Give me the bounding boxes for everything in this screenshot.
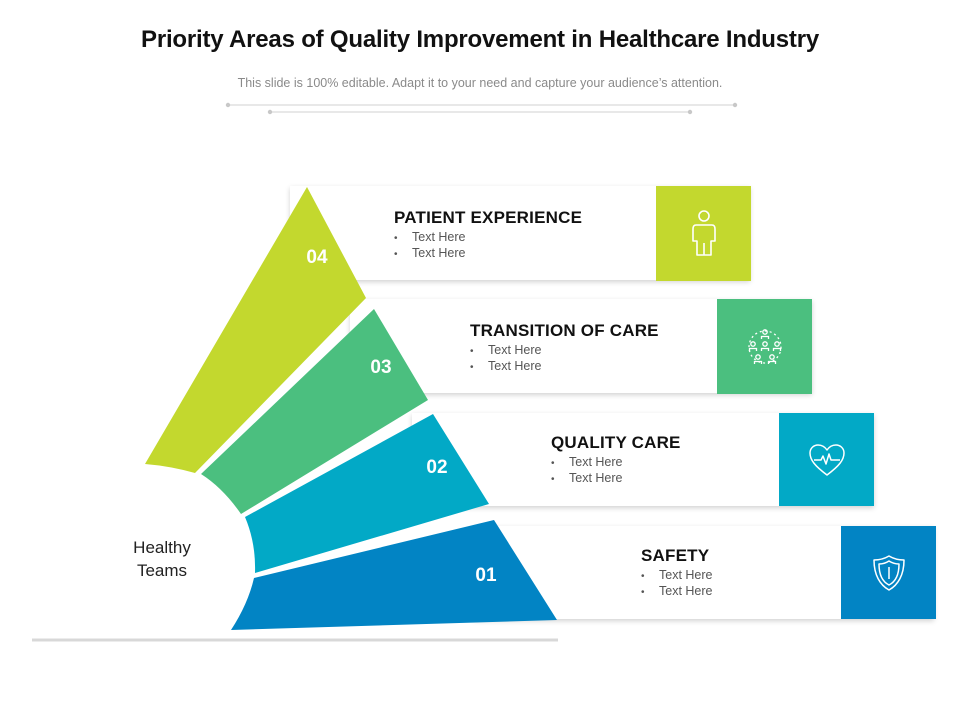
bullet-item: Text Here (470, 342, 542, 358)
center-label-line: Healthy (133, 538, 191, 557)
card-quality-care: QUALITY CARE Text Here Text Here (412, 413, 874, 506)
segment-number-01: 01 (475, 565, 497, 586)
bullet-item: Text Here (470, 358, 542, 374)
page-subtitle: This slide is 100% editable. Adapt it to… (237, 76, 723, 90)
bullet-item: Text Here (551, 454, 623, 470)
bullet-item: Text Here (641, 567, 713, 583)
bullet-item: Text Here (551, 470, 623, 486)
card-bullets: Text Here Text Here (470, 342, 542, 374)
fan-segment-04 (145, 187, 366, 473)
card-bullets: Text Here Text Here (641, 567, 713, 599)
bullet-item: Text Here (394, 229, 466, 245)
card-patient-experience: PATIENT EXPERIENCE Text Here Text Here (290, 186, 751, 281)
fan-segment-03 (201, 309, 428, 514)
decorative-divider (225, 102, 738, 115)
person-icon (691, 209, 716, 256)
icon-box-transition-of-care (717, 299, 812, 394)
segment-number-03: 03 (370, 357, 392, 378)
icon-box-patient-experience (656, 186, 751, 281)
card-bullets: Text Here Text Here (394, 229, 466, 261)
icon-box-quality-care (779, 413, 874, 506)
card-title: TRANSITION OF CARE (470, 321, 659, 340)
card-title: PATIENT EXPERIENCE (394, 208, 583, 227)
card-transition-of-care: TRANSITION OF CARE Text Here Text Here (350, 299, 812, 394)
shield-icon (872, 554, 905, 591)
bullet-item: Text Here (394, 245, 466, 261)
center-label: Healthy Teams (112, 536, 212, 582)
card-title: SAFETY (641, 546, 710, 565)
page-title: Priority Areas of Quality Improvement in… (141, 26, 819, 53)
card-bullets: Text Here Text Here (551, 454, 623, 486)
fan-segment-02 (245, 414, 489, 573)
bullet-item: Text Here (641, 583, 713, 599)
segment-number-04: 04 (306, 247, 328, 268)
heartbeat-icon (808, 443, 845, 476)
center-label-line: Teams (136, 561, 188, 580)
icon-box-safety (841, 526, 936, 619)
segment-number-02: 02 (426, 457, 448, 478)
people-network-icon (747, 328, 782, 364)
card-title: QUALITY CARE (551, 433, 681, 452)
fan-segment-01 (231, 520, 557, 630)
card-safety: SAFETY Text Here Text Here (474, 526, 936, 619)
